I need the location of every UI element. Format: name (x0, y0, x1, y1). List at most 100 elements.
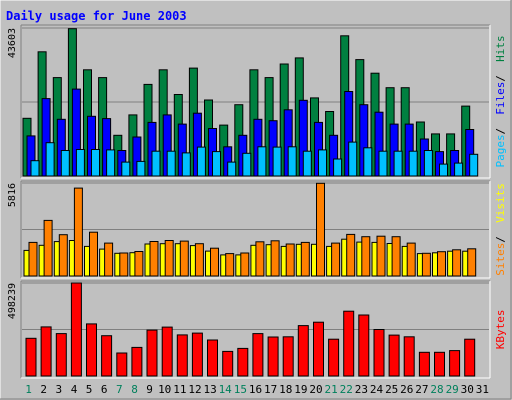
bar-pages-day-8 (136, 160, 146, 177)
x-tick-label-day-4: 4 (71, 383, 78, 396)
legend-label-pages: Pages (494, 134, 507, 167)
x-tick-label-day-17: 17 (264, 383, 277, 396)
x-tick-label-day-18: 18 (279, 383, 292, 396)
bar-sites-day-24 (376, 235, 386, 277)
bar-pages-day-17 (272, 146, 282, 177)
x-tick-label-day-30: 30 (461, 383, 474, 396)
bar-pages-day-23 (363, 147, 373, 177)
bar-sites-day-27 (421, 252, 431, 277)
bar-pages-day-2 (45, 142, 55, 177)
bar-sites-day-10 (164, 240, 174, 277)
bar-kbytes-day-16 (252, 333, 264, 377)
x-tick-label-day-23: 23 (355, 383, 368, 396)
bar-sites-day-16 (255, 241, 265, 277)
x-tick-label-day-22: 22 (340, 383, 353, 396)
bar-kbytes-day-30 (464, 338, 476, 377)
bar-kbytes-day-19 (297, 325, 309, 377)
legend-label-hits: Hits (494, 35, 507, 62)
bar-kbytes-day-14 (222, 350, 234, 377)
bar-pages-day-22 (348, 141, 358, 177)
legend-label-sites: Sites (494, 243, 507, 276)
bar-pages-day-6 (106, 149, 116, 177)
bar-pages-day-15 (242, 152, 252, 177)
bar-sites-day-9 (149, 241, 159, 277)
bar-kbytes-day-23 (358, 314, 370, 377)
bar-kbytes-day-15 (237, 347, 249, 377)
bar-sites-day-23 (361, 236, 371, 277)
bar-kbytes-day-12 (191, 332, 203, 377)
bar-sites-day-14 (225, 253, 235, 277)
bar-sites-day-13 (210, 247, 219, 277)
bar-sites-day-12 (194, 243, 204, 277)
bar-sites-day-6 (104, 242, 114, 277)
bar-sites-day-11 (179, 240, 189, 277)
bar-pages-day-20 (318, 149, 327, 177)
bar-sites-day-17 (270, 240, 280, 277)
bar-sites-day-30 (467, 248, 477, 277)
bar-kbytes-day-27 (418, 351, 430, 377)
bar-pages-day-14 (227, 161, 237, 177)
bar-pages-day-3 (60, 150, 70, 177)
bar-kbytes-day-11 (176, 334, 188, 377)
bar-pages-day-30 (469, 153, 479, 177)
bar-kbytes-day-7 (116, 352, 128, 377)
legend-label-files: Files (494, 82, 507, 115)
bar-kbytes-day-22 (343, 310, 355, 377)
bar-kbytes-day-25 (388, 334, 400, 377)
panel-bottom-ymax-label: 498239 (7, 283, 18, 319)
legend-label-visits: Visits (494, 183, 507, 223)
bar-pages-day-26 (408, 150, 418, 177)
bar-sites-day-1 (28, 241, 38, 277)
bar-sites-day-7 (119, 252, 129, 277)
x-tick-label-day-11: 11 (173, 383, 186, 396)
bar-sites-day-21 (331, 242, 341, 277)
x-tick-label-day-26: 26 (400, 383, 413, 396)
bar-kbytes-day-29 (449, 350, 461, 377)
x-tick-label-day-9: 9 (146, 383, 153, 396)
x-tick-label-day-20: 20 (309, 383, 322, 396)
x-tick-label-day-25: 25 (385, 383, 398, 396)
x-tick-label-day-24: 24 (370, 383, 384, 396)
bar-kbytes-day-5 (86, 323, 97, 377)
x-tick-label-day-13: 13 (203, 383, 216, 396)
bar-kbytes-day-18 (282, 336, 294, 377)
bar-kbytes-day-1 (25, 337, 37, 377)
bar-kbytes-day-4 (70, 282, 82, 377)
chart-title: Daily usage for June 2003 (6, 9, 187, 23)
x-tick-label-day-12: 12 (188, 383, 201, 396)
bar-sites-day-25 (391, 236, 401, 277)
bar-pages-day-12 (196, 146, 206, 177)
bar-kbytes-day-24 (373, 329, 385, 377)
bar-pages-day-10 (166, 150, 176, 177)
x-tick-label-day-27: 27 (415, 383, 428, 396)
bar-pages-day-16 (257, 146, 267, 177)
bar-kbytes-day-8 (131, 346, 143, 377)
bar-kbytes-day-20 (313, 321, 324, 377)
x-tick-label-day-28: 28 (430, 383, 443, 396)
bar-sites-day-15 (240, 252, 250, 277)
bar-kbytes-day-10 (161, 326, 173, 377)
bar-pages-day-1 (30, 160, 40, 177)
bar-pages-day-29 (454, 162, 464, 177)
x-tick-label-day-2: 2 (40, 383, 47, 396)
bar-sites-day-29 (452, 249, 462, 277)
x-tick-label-day-16: 16 (249, 383, 262, 396)
x-tick-label-day-31: 31 (476, 383, 489, 396)
bar-kbytes-day-17 (267, 336, 279, 377)
x-tick-label-day-15: 15 (234, 383, 247, 396)
legend-label-kbytes: KBytes (494, 310, 507, 350)
bar-kbytes-day-26 (403, 336, 415, 377)
bar-pages-day-27 (423, 150, 433, 177)
bar-sites-day-28 (437, 251, 446, 277)
bar-pages-day-25 (393, 150, 403, 177)
bar-sites-day-3 (58, 234, 68, 277)
bar-pages-day-24 (378, 150, 388, 177)
x-tick-label-day-5: 5 (86, 383, 93, 396)
bar-kbytes-day-6 (101, 335, 113, 377)
bar-pages-day-28 (439, 163, 448, 177)
bar-sites-day-26 (406, 242, 416, 277)
bar-kbytes-day-9 (146, 329, 158, 377)
bar-sites-day-5 (89, 231, 98, 277)
bar-sites-day-8 (134, 251, 144, 277)
